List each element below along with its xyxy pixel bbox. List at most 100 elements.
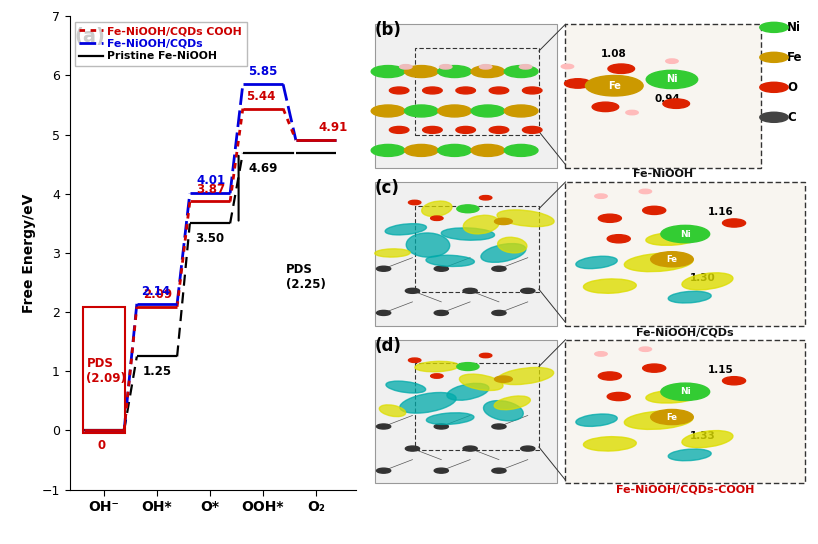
- Circle shape: [479, 195, 492, 200]
- Circle shape: [463, 288, 477, 293]
- Circle shape: [434, 311, 448, 316]
- Circle shape: [626, 110, 638, 115]
- Text: PDS
(2.25): PDS (2.25): [286, 263, 326, 290]
- FancyBboxPatch shape: [375, 339, 556, 483]
- Text: 2.14: 2.14: [142, 285, 170, 298]
- Ellipse shape: [421, 201, 452, 217]
- Circle shape: [463, 446, 477, 451]
- Circle shape: [760, 52, 789, 63]
- Ellipse shape: [668, 291, 711, 303]
- Circle shape: [519, 65, 532, 69]
- Circle shape: [643, 364, 666, 372]
- FancyBboxPatch shape: [565, 24, 761, 168]
- Text: (b): (b): [375, 21, 402, 39]
- Text: C: C: [787, 111, 796, 124]
- Circle shape: [650, 252, 693, 267]
- Y-axis label: Free Energy/eV: Free Energy/eV: [22, 193, 36, 313]
- Circle shape: [595, 194, 607, 199]
- Ellipse shape: [407, 233, 450, 257]
- Ellipse shape: [400, 392, 456, 413]
- Ellipse shape: [447, 384, 489, 400]
- Circle shape: [661, 383, 710, 400]
- Circle shape: [592, 102, 618, 112]
- Ellipse shape: [426, 255, 474, 267]
- Circle shape: [492, 311, 506, 316]
- Text: (c): (c): [375, 179, 400, 197]
- Circle shape: [434, 424, 448, 429]
- Circle shape: [495, 376, 512, 382]
- Circle shape: [438, 105, 471, 117]
- Text: 4.91: 4.91: [319, 121, 348, 134]
- Text: 4.69: 4.69: [249, 162, 277, 175]
- Ellipse shape: [426, 413, 474, 424]
- Ellipse shape: [385, 224, 426, 235]
- Circle shape: [521, 288, 535, 293]
- Circle shape: [504, 105, 538, 117]
- Ellipse shape: [386, 381, 425, 393]
- Circle shape: [643, 206, 666, 214]
- Circle shape: [523, 126, 542, 133]
- Circle shape: [722, 219, 745, 227]
- Circle shape: [639, 347, 652, 351]
- Ellipse shape: [463, 215, 499, 234]
- Ellipse shape: [481, 244, 526, 262]
- Text: 1.25: 1.25: [142, 366, 172, 379]
- Circle shape: [406, 288, 420, 293]
- Circle shape: [586, 76, 643, 96]
- Circle shape: [471, 144, 505, 157]
- Circle shape: [423, 87, 443, 94]
- Text: Ni: Ni: [680, 230, 690, 238]
- Circle shape: [722, 376, 745, 385]
- Circle shape: [438, 144, 471, 157]
- Text: Fe-NiOOH/CQDs-COOH: Fe-NiOOH/CQDs-COOH: [616, 485, 754, 495]
- Text: 0: 0: [97, 440, 106, 452]
- Circle shape: [523, 87, 542, 94]
- Circle shape: [456, 205, 479, 213]
- Text: 1.15: 1.15: [708, 365, 733, 375]
- Circle shape: [471, 105, 505, 117]
- Text: 2.09: 2.09: [143, 288, 173, 301]
- Circle shape: [376, 311, 391, 316]
- Text: 4.01: 4.01: [196, 174, 226, 187]
- Circle shape: [492, 468, 506, 473]
- Circle shape: [376, 424, 391, 429]
- Circle shape: [456, 87, 475, 94]
- Text: Ni: Ni: [666, 75, 678, 84]
- Circle shape: [650, 410, 693, 425]
- Ellipse shape: [583, 279, 636, 293]
- Ellipse shape: [646, 390, 698, 403]
- Text: Ni: Ni: [680, 387, 690, 396]
- Ellipse shape: [460, 374, 503, 391]
- Ellipse shape: [494, 396, 530, 410]
- Circle shape: [521, 446, 535, 451]
- Circle shape: [404, 105, 438, 117]
- Ellipse shape: [483, 400, 524, 421]
- Circle shape: [438, 65, 471, 78]
- Circle shape: [639, 189, 652, 194]
- Circle shape: [598, 214, 622, 222]
- Circle shape: [389, 126, 409, 133]
- Ellipse shape: [624, 411, 693, 429]
- FancyBboxPatch shape: [565, 339, 805, 483]
- Text: 3.87: 3.87: [196, 183, 226, 196]
- Circle shape: [456, 363, 479, 370]
- Text: Fe: Fe: [787, 51, 802, 64]
- FancyBboxPatch shape: [565, 182, 805, 325]
- Circle shape: [408, 200, 421, 205]
- Circle shape: [439, 65, 452, 69]
- Circle shape: [408, 358, 421, 362]
- Text: 0.94: 0.94: [654, 94, 680, 103]
- Ellipse shape: [576, 414, 618, 426]
- Text: Fe: Fe: [608, 81, 621, 91]
- Circle shape: [479, 353, 492, 358]
- Ellipse shape: [682, 273, 733, 290]
- Circle shape: [371, 105, 405, 117]
- Legend: Fe-NiOOH/CQDs COOH, Fe-NiOOH/CQDs, Pristine Fe-NiOOH: Fe-NiOOH/CQDs COOH, Fe-NiOOH/CQDs, Prist…: [75, 22, 246, 66]
- Ellipse shape: [682, 430, 733, 448]
- Circle shape: [406, 446, 420, 451]
- Text: 5.85: 5.85: [249, 65, 277, 78]
- Circle shape: [492, 266, 506, 271]
- Text: 1.16: 1.16: [708, 207, 733, 217]
- Ellipse shape: [441, 228, 495, 240]
- Circle shape: [430, 216, 443, 220]
